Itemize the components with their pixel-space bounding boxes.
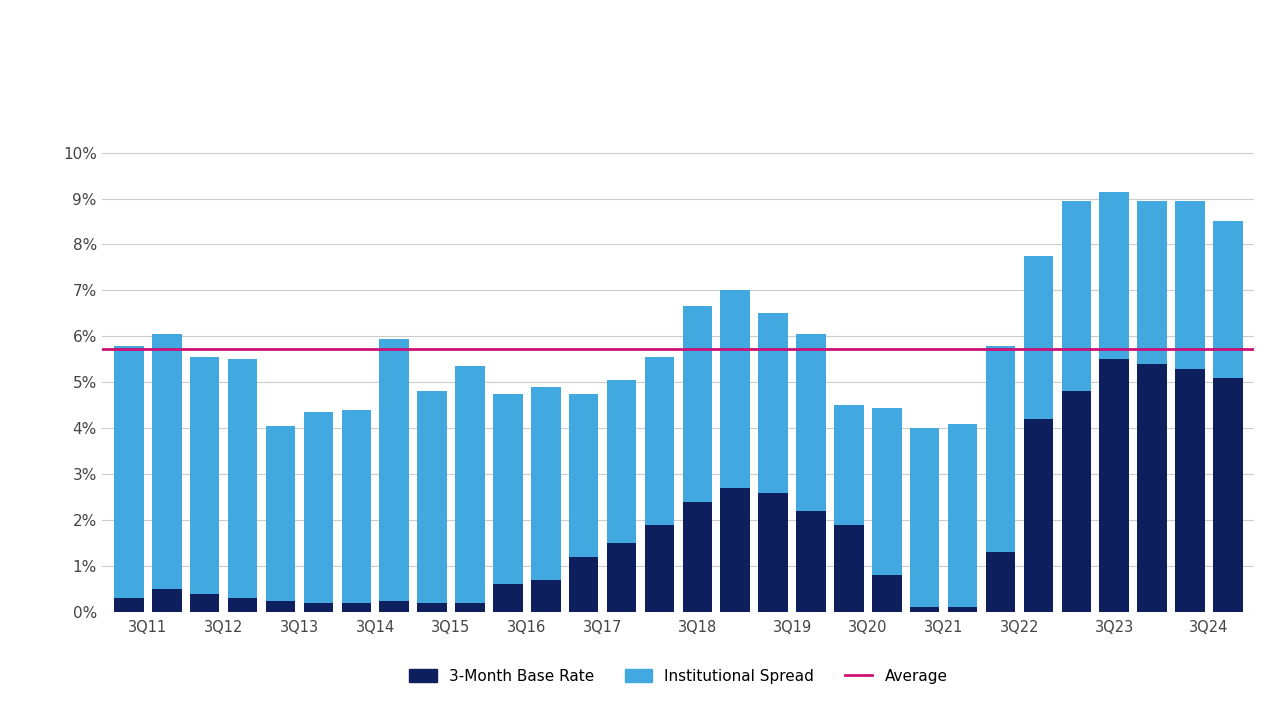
Bar	[1024, 256, 1053, 419]
Bar	[1138, 201, 1167, 364]
Bar	[872, 408, 901, 575]
Bar	[758, 492, 788, 612]
Bar	[1061, 201, 1091, 392]
Bar	[228, 598, 257, 612]
Bar	[910, 608, 940, 612]
Bar	[266, 426, 296, 600]
Bar	[1061, 392, 1091, 612]
Bar	[493, 585, 522, 612]
Bar	[1213, 222, 1243, 378]
Bar	[152, 589, 182, 612]
Bar	[682, 502, 712, 612]
Bar	[568, 557, 599, 612]
Bar	[189, 357, 219, 593]
Bar	[986, 346, 1015, 552]
Legend: 3-Month Base Rate, Institutional Spread, Average: 3-Month Base Rate, Institutional Spread,…	[402, 661, 955, 691]
Bar	[303, 603, 333, 612]
Bar	[266, 600, 296, 612]
Bar	[417, 603, 447, 612]
Bar	[379, 338, 410, 600]
Bar	[531, 580, 561, 612]
Bar	[342, 410, 371, 603]
Bar	[417, 392, 447, 603]
Bar	[758, 313, 788, 492]
Bar	[456, 366, 485, 603]
Bar	[152, 334, 182, 589]
Bar	[114, 346, 143, 598]
Bar	[568, 394, 599, 557]
Bar	[1175, 369, 1204, 612]
Bar	[645, 525, 675, 612]
Bar	[947, 423, 978, 608]
Bar	[1213, 378, 1243, 612]
Bar	[796, 511, 826, 612]
Bar	[796, 334, 826, 511]
Bar	[1024, 419, 1053, 612]
Bar	[835, 525, 864, 612]
Bar	[721, 488, 750, 612]
Bar	[303, 412, 333, 603]
Bar	[835, 405, 864, 525]
Bar	[721, 290, 750, 488]
Bar	[1175, 201, 1204, 369]
Bar	[493, 394, 522, 585]
Bar	[607, 543, 636, 612]
Bar	[645, 357, 675, 525]
Bar	[1100, 359, 1129, 612]
Bar	[607, 380, 636, 543]
Bar	[114, 598, 143, 612]
Bar	[872, 575, 901, 612]
Bar	[682, 307, 712, 502]
Bar	[342, 603, 371, 612]
Bar	[947, 608, 978, 612]
Bar	[1100, 192, 1129, 359]
Bar	[228, 359, 257, 598]
Bar	[910, 428, 940, 608]
Bar	[531, 387, 561, 580]
Bar	[189, 593, 219, 612]
Bar	[1138, 364, 1167, 612]
Bar	[456, 603, 485, 612]
Bar	[986, 552, 1015, 612]
Bar	[379, 600, 410, 612]
